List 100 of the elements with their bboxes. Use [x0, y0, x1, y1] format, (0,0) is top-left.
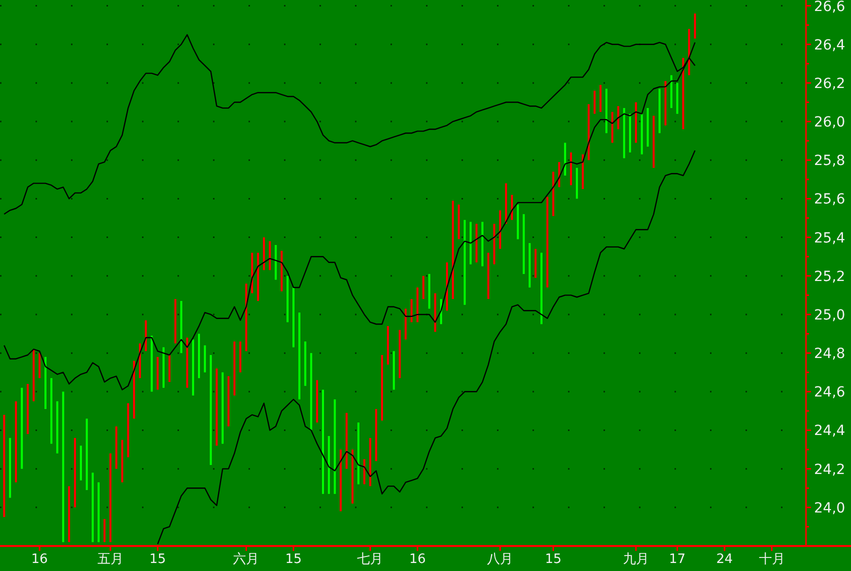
bar: [452, 200, 454, 300]
bar: [340, 450, 342, 512]
bar: [623, 108, 626, 158]
bar: [257, 252, 260, 301]
bar: [352, 450, 354, 504]
bar: [416, 287, 418, 322]
bar: [174, 299, 176, 344]
bar: [168, 354, 170, 382]
x-tick-label: 九月: [622, 552, 649, 567]
bar: [26, 384, 29, 434]
bar: [629, 114, 632, 152]
bar: [664, 81, 666, 126]
bar: [198, 334, 200, 378]
x-tick-label: 十月: [758, 552, 785, 567]
x-tick-label: 六月: [233, 552, 260, 567]
bar: [334, 399, 336, 494]
bar: [600, 84, 602, 112]
bar: [80, 446, 82, 480]
bar: [86, 418, 88, 490]
bar: [156, 356, 159, 390]
bar: [640, 114, 643, 154]
bar: [38, 353, 41, 378]
bar: [546, 196, 548, 288]
bar: [470, 222, 472, 264]
x-tick-label: 17: [669, 552, 686, 567]
x-tick-label: 八月: [487, 552, 514, 567]
bar: [228, 376, 230, 426]
x-tick-label: 15: [285, 552, 302, 567]
bar: [611, 112, 614, 143]
bar: [582, 154, 584, 190]
bar: [505, 183, 508, 224]
bar: [487, 252, 490, 300]
bar: [346, 412, 348, 469]
bar: [74, 438, 76, 508]
x-tick-label: 24: [716, 552, 733, 567]
bar: [369, 438, 372, 486]
y-tick-label: 24,0: [814, 500, 846, 516]
bar: [204, 345, 206, 372]
bar: [292, 287, 294, 348]
bar: [398, 330, 401, 378]
y-tick-label: 24,6: [814, 384, 846, 401]
bar: [109, 453, 112, 542]
bar: [239, 341, 242, 372]
bar: [605, 88, 608, 134]
bar: [98, 482, 100, 542]
bar: [670, 75, 672, 108]
bar: [104, 518, 106, 542]
bar: [464, 220, 466, 305]
bar: [56, 401, 58, 454]
bar: [499, 210, 502, 249]
bar: [658, 88, 661, 134]
bar: [245, 284, 248, 352]
y-tick-label: 25,0: [814, 307, 846, 324]
bar: [298, 312, 300, 400]
bar: [434, 293, 436, 332]
bar: [617, 106, 620, 130]
bar: [458, 204, 460, 240]
bar: [682, 58, 684, 130]
bar: [280, 250, 283, 292]
bar: [564, 142, 566, 176]
bar: [392, 351, 395, 390]
bar: [14, 401, 17, 482]
bar: [9, 438, 12, 498]
bar: [363, 459, 366, 484]
bar: [594, 90, 596, 114]
x-tick-label: 16: [409, 552, 426, 567]
x-tick-label: 15: [149, 552, 166, 567]
x-tick-label: 七月: [357, 552, 384, 567]
bar: [322, 390, 324, 494]
bar: [676, 82, 678, 114]
bar: [62, 392, 64, 542]
bar: [576, 168, 578, 199]
y-tick-label: 25,6: [814, 192, 846, 208]
bar: [534, 248, 537, 278]
bar: [144, 320, 147, 352]
bar: [694, 14, 696, 39]
bar: [646, 108, 649, 147]
bar: [262, 237, 265, 270]
bar: [268, 241, 271, 270]
y-tick-label: 26,6: [814, 0, 846, 15]
bar: [516, 204, 519, 240]
bar: [115, 426, 118, 469]
bar: [92, 472, 94, 542]
y-tick-label: 24,4: [814, 423, 846, 440]
bar: [522, 214, 525, 274]
bar: [510, 194, 513, 220]
x-tick-label: 16: [31, 552, 48, 567]
bar: [428, 274, 430, 309]
bar: [310, 353, 312, 430]
bar: [588, 104, 590, 160]
bar: [386, 326, 389, 365]
bar: [210, 354, 212, 465]
bar: [162, 347, 165, 388]
bar: [180, 300, 182, 354]
bar: [121, 440, 124, 482]
y-tick-label: 25,4: [814, 230, 846, 246]
y-tick-label: 25,8: [814, 153, 846, 170]
bar: [20, 388, 23, 469]
bar: [357, 422, 360, 484]
bar: [274, 245, 277, 280]
